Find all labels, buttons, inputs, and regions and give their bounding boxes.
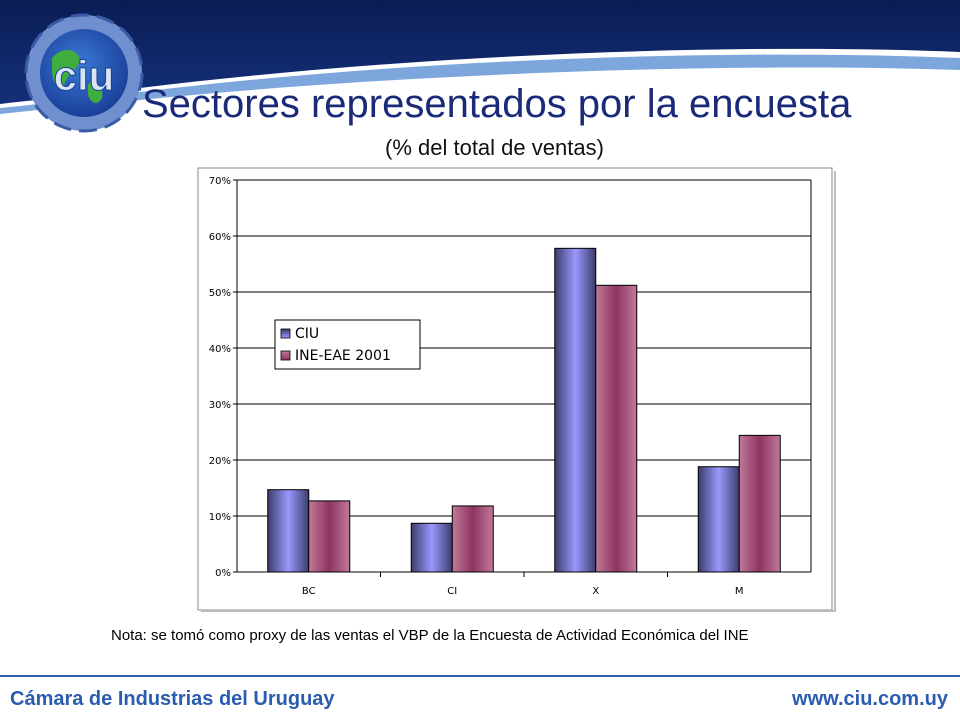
bar-chart: 0% 10% 20% 30% 40% 50% 60% 70% BC CI X M CIU INE-EA… [197, 167, 836, 612]
legend-swatch [280, 350, 291, 361]
bar-ci-series-1 [410, 522, 453, 573]
y-tick-label: 40% [209, 344, 231, 355]
y-tick-label: 50% [209, 288, 231, 299]
legend-label: INE-EAE 2001 [295, 348, 391, 364]
y-tick-label: 20% [209, 456, 231, 467]
bar-m-series-1 [697, 466, 740, 573]
x-category-label: CI [447, 586, 457, 597]
x-category-label: X [592, 586, 599, 597]
footnote: Nota: se tomó como proxy de las ventas e… [111, 627, 749, 644]
y-tick-label: 70% [209, 176, 231, 187]
bar-bc-series-2 [308, 500, 351, 573]
x-category-label: BC [302, 586, 316, 597]
svg-text:ciu: ciu [54, 52, 115, 99]
y-tick-label: 10% [209, 512, 231, 523]
legend-swatch [280, 328, 291, 339]
y-tick-label: 0% [215, 568, 231, 579]
x-category-label: M [735, 586, 744, 597]
bar-ci-series-2 [451, 505, 494, 573]
slide-title: Sectores representados por la encuesta [142, 82, 852, 126]
bar-m-series-2 [738, 434, 781, 573]
ciu-logo: ciu [24, 13, 144, 133]
y-tick-label: 60% [209, 232, 231, 243]
bar-bc-series-1 [267, 489, 310, 573]
header-swoosh [0, 54, 960, 114]
header-band [0, 0, 960, 104]
footer-organization: Cámara de Industrias del Uruguay [10, 688, 335, 710]
bar-x-series-1 [554, 247, 597, 573]
legend-label: CIU [295, 326, 319, 342]
y-tick-label: 30% [209, 400, 231, 411]
legend-box [274, 319, 421, 370]
bar-x-series-2 [595, 284, 638, 573]
footer-website-link[interactable]: www.ciu.com.uy [792, 688, 948, 710]
slide-subtitle: (% del total de ventas) [385, 135, 604, 160]
chart-legend: CIU INE-EAE 2001 [274, 319, 421, 370]
